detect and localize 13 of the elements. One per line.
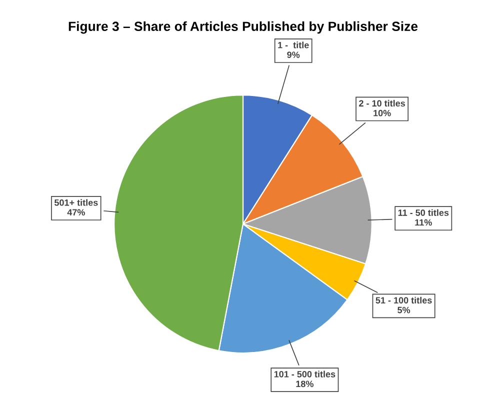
chart-title: Figure 3 – Share of Articles Published by Publisher Size: [68, 21, 418, 34]
slice-label: 501+ titles: [54, 199, 98, 206]
data-label: 9%: [287, 52, 300, 58]
slice-label: 1 - title: [278, 42, 309, 48]
slice-label: 51 - 100 titles: [376, 296, 432, 304]
data-label: 10%: [374, 110, 391, 116]
data-label: 11%: [415, 219, 432, 226]
slice-label: 11 - 50 titles: [398, 209, 449, 216]
slice-label: 101 - 500 titles: [274, 370, 336, 378]
data-label: 18%: [296, 380, 314, 388]
data-label: 47%: [67, 209, 85, 216]
data-label: 5%: [398, 306, 410, 314]
slice-label: 2 - 10 titles: [359, 100, 406, 107]
